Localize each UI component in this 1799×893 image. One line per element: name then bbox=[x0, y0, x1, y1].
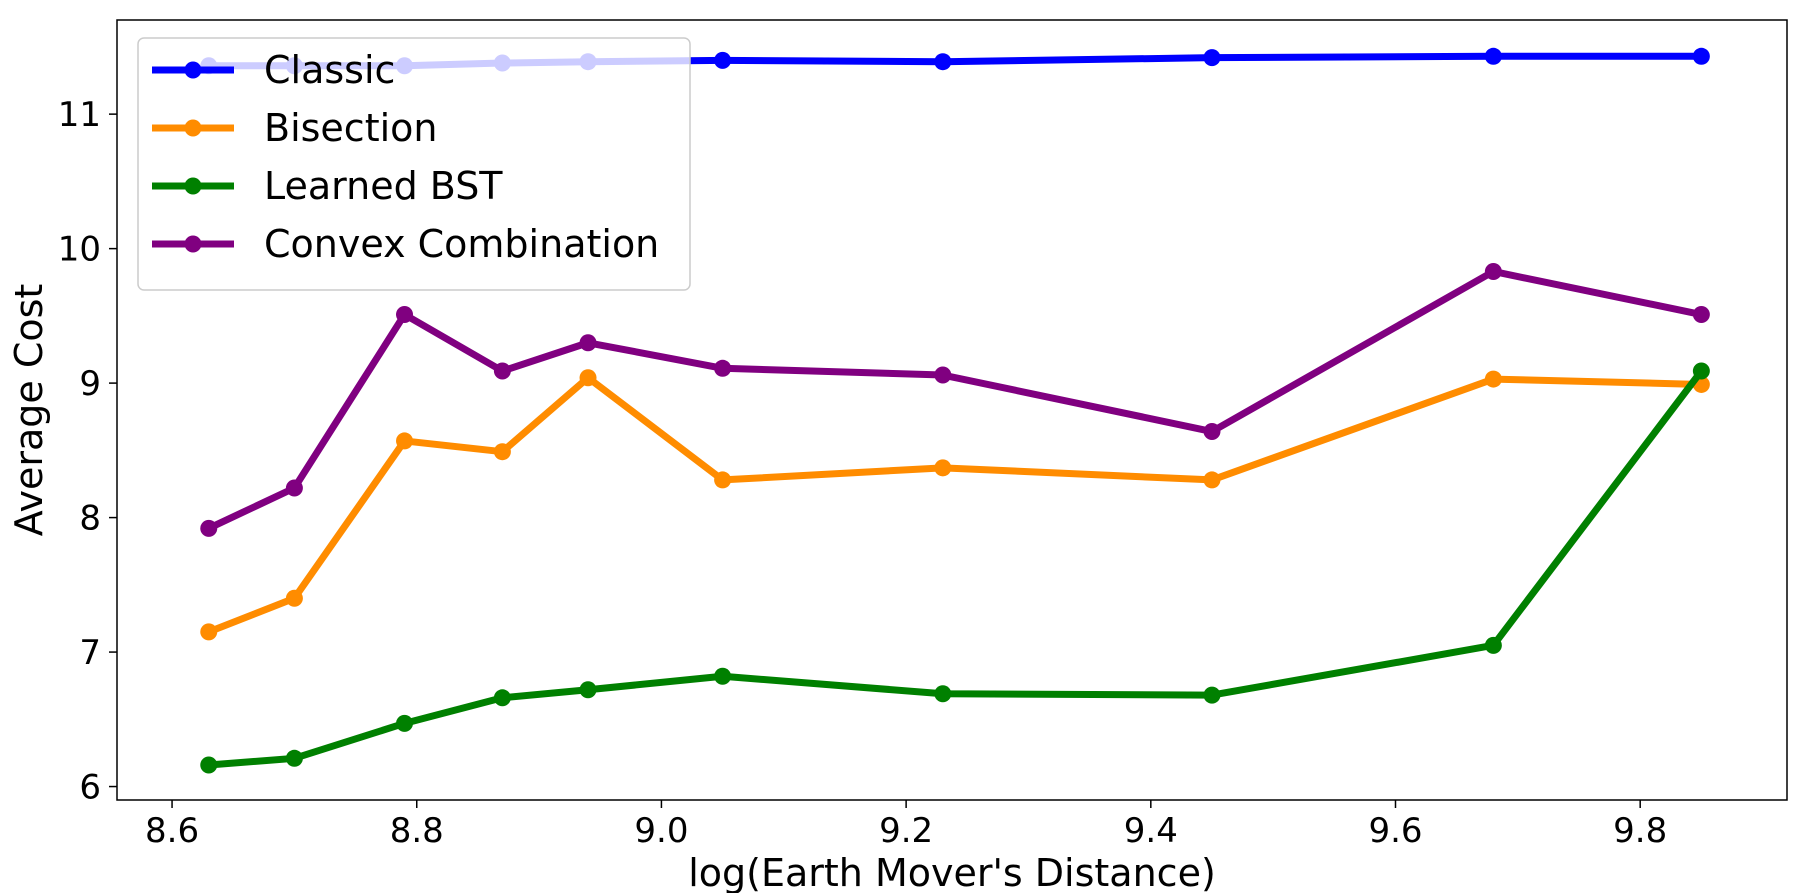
y-tick-label: 11 bbox=[58, 95, 101, 135]
data-point-convex-combination bbox=[934, 366, 952, 384]
plot-frame bbox=[116, 19, 1788, 801]
y-tick-label: 10 bbox=[58, 230, 101, 270]
y-tick-label: 6 bbox=[79, 768, 101, 808]
legend-label: Classic bbox=[264, 48, 395, 92]
data-point-learned-bst bbox=[579, 681, 597, 699]
legend-item: Classic bbox=[152, 48, 395, 92]
y-tick-label: 7 bbox=[79, 633, 101, 673]
data-point-learned-bst bbox=[1203, 686, 1221, 704]
legend-swatch-marker bbox=[184, 61, 202, 79]
series-convex-combination bbox=[200, 262, 1710, 537]
legend-label: Bisection bbox=[264, 106, 438, 150]
y-axis-label: Average Cost bbox=[7, 284, 51, 537]
data-point-learned-bst bbox=[1484, 636, 1502, 654]
y-axis: 6 7 8 9 10 11 bbox=[58, 95, 117, 808]
legend: Classic Bisection Learned BST Convex Combin… bbox=[137, 37, 691, 291]
data-point-learned-bst bbox=[200, 756, 218, 774]
data-point-learned-bst bbox=[493, 689, 511, 707]
x-tick-label: 9.4 bbox=[1124, 811, 1178, 851]
data-point-classic bbox=[1692, 47, 1710, 65]
data-point-convex-combination bbox=[493, 362, 511, 380]
x-tick-label: 8.8 bbox=[390, 811, 444, 851]
data-point-bisection bbox=[579, 369, 597, 387]
x-axis-label: log(Earth Mover's Distance) bbox=[688, 851, 1216, 893]
data-point-classic bbox=[1484, 47, 1502, 65]
legend-swatch-marker bbox=[184, 177, 202, 195]
data-point-learned-bst bbox=[396, 714, 414, 732]
data-point-convex-combination bbox=[714, 359, 732, 377]
data-point-bisection bbox=[493, 443, 511, 461]
legend-box bbox=[137, 37, 691, 291]
data-point-learned-bst bbox=[714, 667, 732, 685]
series-line-convex-combination bbox=[205, 267, 1705, 532]
data-point-bisection bbox=[934, 459, 952, 477]
data-point-convex-combination bbox=[396, 306, 414, 324]
legend-swatch-marker bbox=[184, 235, 202, 253]
data-point-learned-bst bbox=[285, 749, 303, 767]
x-tick-label: 9.8 bbox=[1613, 811, 1667, 851]
data-point-convex-combination bbox=[1484, 262, 1502, 280]
plot-area bbox=[200, 47, 1710, 774]
legend-item: Bisection bbox=[152, 106, 438, 150]
data-point-convex-combination bbox=[579, 334, 597, 352]
data-point-classic bbox=[714, 51, 732, 69]
data-point-classic bbox=[1203, 49, 1221, 67]
legend-label: Convex Combination bbox=[264, 222, 659, 266]
data-point-learned-bst bbox=[1692, 362, 1710, 380]
data-point-bisection bbox=[200, 623, 218, 641]
x-tick-label: 9.0 bbox=[634, 811, 688, 851]
data-point-bisection bbox=[1203, 471, 1221, 489]
x-tick-label: 9.6 bbox=[1368, 811, 1422, 851]
x-tick-label: 8.6 bbox=[145, 811, 199, 851]
data-point-convex-combination bbox=[285, 479, 303, 497]
data-point-convex-combination bbox=[1203, 423, 1221, 441]
legend-item: Convex Combination bbox=[152, 222, 659, 266]
data-point-bisection bbox=[396, 432, 414, 450]
data-point-classic bbox=[934, 53, 952, 71]
data-point-bisection bbox=[1484, 370, 1502, 388]
legend-item: Learned BST bbox=[152, 164, 503, 208]
y-tick-label: 9 bbox=[79, 364, 101, 404]
legend-swatch-marker bbox=[184, 119, 202, 137]
series-learned-bst bbox=[200, 362, 1710, 774]
x-tick-label: 9.2 bbox=[879, 811, 933, 851]
data-point-convex-combination bbox=[1692, 306, 1710, 324]
data-point-bisection bbox=[714, 471, 732, 489]
x-axis: 8.6 8.8 9.0 9.2 9.4 9.6 9.8 bbox=[145, 800, 1667, 851]
legend-label: Learned BST bbox=[264, 164, 503, 208]
data-point-learned-bst bbox=[934, 685, 952, 703]
series-line-bisection bbox=[205, 374, 1705, 636]
data-point-convex-combination bbox=[200, 519, 218, 537]
y-tick-label: 8 bbox=[79, 499, 101, 539]
series-bisection bbox=[200, 369, 1710, 641]
data-point-bisection bbox=[285, 589, 303, 607]
series-line-learned-bst bbox=[205, 367, 1705, 769]
